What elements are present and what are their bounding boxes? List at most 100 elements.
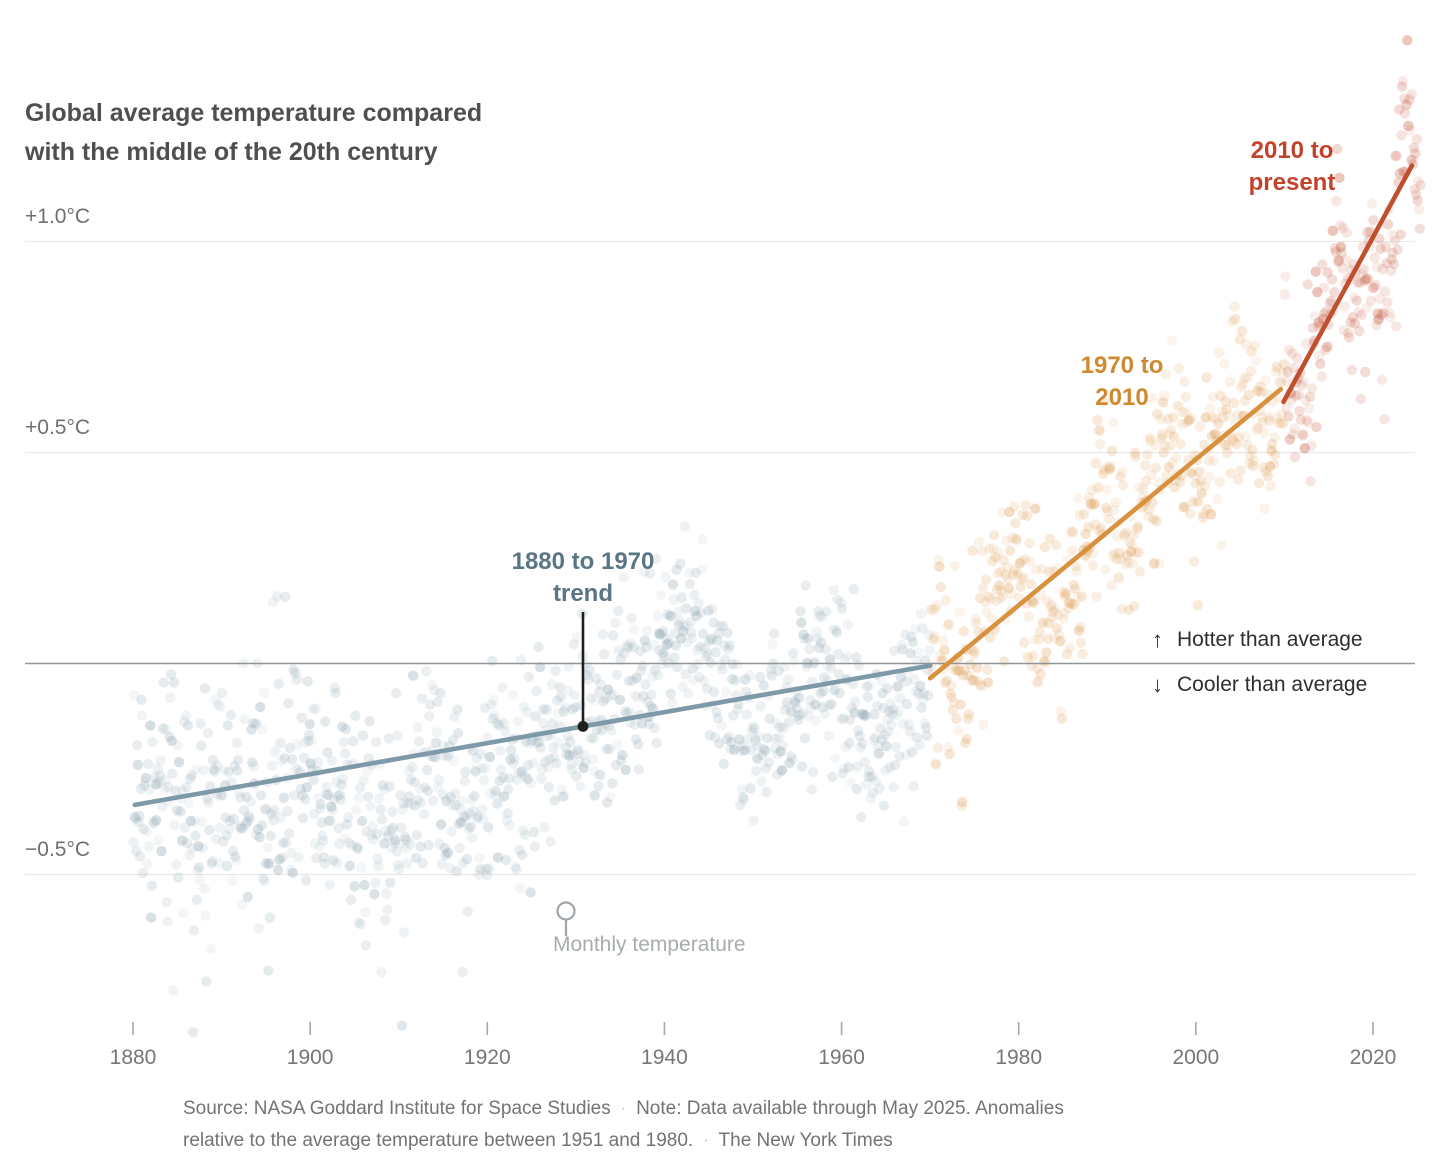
monthly-temperature-dot [805,694,816,706]
source-note-line1: Source: NASA Goddard Institute for Space… [183,1093,1064,1125]
monthly-temperature-dot [1002,561,1013,573]
monthly-temperature-dot [1070,561,1082,572]
monthly-temperature-dot [1352,277,1364,288]
monthly-temperature-dot [1075,621,1086,633]
monthly-temperature-dot [559,702,571,713]
monthly-temperature-dot [796,617,807,628]
monthly-temperature-dot [630,690,641,701]
monthly-temperature-dot [1133,546,1144,558]
monthly-temperature-dot [345,860,356,871]
monthly-temperature-dot [139,780,150,791]
monthly-temperature-dot [1309,311,1321,322]
monthly-temperature-dot [723,731,735,742]
monthly-temperature-dot [307,703,318,714]
monthly-temperature-dot [1329,243,1341,254]
monthly-temperature-dot [435,819,447,830]
monthly-temperature-dot [1374,233,1385,244]
monthly-temperature-dot [1411,134,1423,145]
monthly-temperature-dot [1033,634,1045,645]
monthly-temperature-dot [929,631,940,642]
monthly-temperature-dot [354,792,365,804]
monthly-temperature-dot [383,733,394,744]
monthly-temperature-dot [1121,550,1133,561]
monthly-temperature-dot [834,688,845,699]
monthly-temperature-dot [686,632,698,644]
monthly-temperature-dot [799,733,811,744]
cooler-note-text: Cooler than average [1177,673,1368,696]
monthly-temperature-dot [1111,553,1122,565]
source-text: Source: NASA Goddard Institute for Space… [183,1098,611,1119]
monthly-temperature-dot [786,706,797,718]
monthly-temperature-dot [1340,255,1352,266]
note-text-continued: relative to the average temperature betw… [183,1130,694,1151]
monthly-temperature-dot [258,687,270,698]
monthly-temperature-dot [694,672,705,683]
monthly-temperature-dot [941,675,952,686]
monthly-temperature-dot [647,703,659,714]
monthly-temperature-dot [1197,512,1209,523]
monthly-temperature-dot [1298,376,1310,388]
monthly-temperature-dot [703,636,715,647]
monthly-temperature-dot [461,811,472,822]
monthly-temperature-dot [1076,591,1088,602]
monthly-temperature-dot [489,709,500,721]
monthly-temperature-dot [645,701,656,712]
monthly-temperature-dot [999,656,1010,667]
monthly-temperature-dot [1185,467,1197,478]
monthly-temperature-dot [398,798,409,809]
monthly-temperature-dot [546,679,558,690]
monthly-temperature-dot [729,674,741,685]
monthly-temperature-dot [1007,532,1018,543]
x-tick-label-1940: 1940 [641,1046,688,1069]
monthly-temperature-dot [1256,386,1267,398]
monthly-temperature-dot [207,754,219,766]
monthly-temperature-dot [667,697,678,708]
monthly-temperature-dot [655,629,666,640]
monthly-temperature-dot [636,718,648,729]
monthly-temperature-dot [147,736,158,748]
monthly-temperature-dot [849,707,860,718]
monthly-temperature-dot [1332,256,1344,268]
monthly-temperature-dot [1343,327,1354,339]
monthly-temperature-dot [1219,358,1230,370]
byline-text: The New York Times [718,1130,893,1151]
monthly-temperature-dot [545,836,556,847]
monthly-temperature-dot [199,683,211,694]
monthly-temperature-dot [345,894,357,905]
monthly-temperature-dot [979,596,991,608]
monthly-temperature-dot [556,784,567,795]
monthly-temperature-dot [523,671,535,683]
monthly-temperature-dot [1115,553,1127,565]
monthly-temperature-dot [660,571,671,582]
monthly-temperature-dot [333,823,344,834]
monthly-temperature-dot [854,730,865,742]
monthly-temperature-dot [708,617,719,628]
monthly-temperature-dot [878,800,890,811]
monthly-temperature-dot [1253,422,1264,433]
monthly-temperature-dot [222,720,233,731]
monthly-temperature-dot [504,820,515,831]
monthly-temperature-dot [777,740,789,751]
monthly-temperature-dot [1287,348,1298,359]
monthly-temperature-dot [207,856,218,867]
monthly-temperature-dot [197,842,208,853]
monthly-temperature-dot [137,867,149,879]
monthly-temperature-dot [379,914,391,926]
monthly-temperature-dot [1323,340,1335,352]
monthly-temperature-dot [357,730,369,741]
monthly-temperature-dot [984,543,995,554]
monthly-temperature-dot [671,564,682,576]
monthly-temperature-dot [1014,558,1025,569]
monthly-temperature-dot [283,828,295,839]
monthly-temperature-dot [214,822,225,834]
monthly-temperature-dot [220,812,231,823]
monthly-temperature-dot [134,851,146,862]
monthly-temperature-dot [321,781,332,792]
monthly-temperature-dot [821,606,832,617]
monthly-temperature-dot [202,793,213,804]
monthly-temperature-dot [367,821,378,832]
monthly-temperature-dot [616,750,628,761]
monthly-temperature-dot [1053,629,1065,640]
monthly-temperature-dot [746,726,758,737]
monthly-temperature-dot [268,814,279,826]
